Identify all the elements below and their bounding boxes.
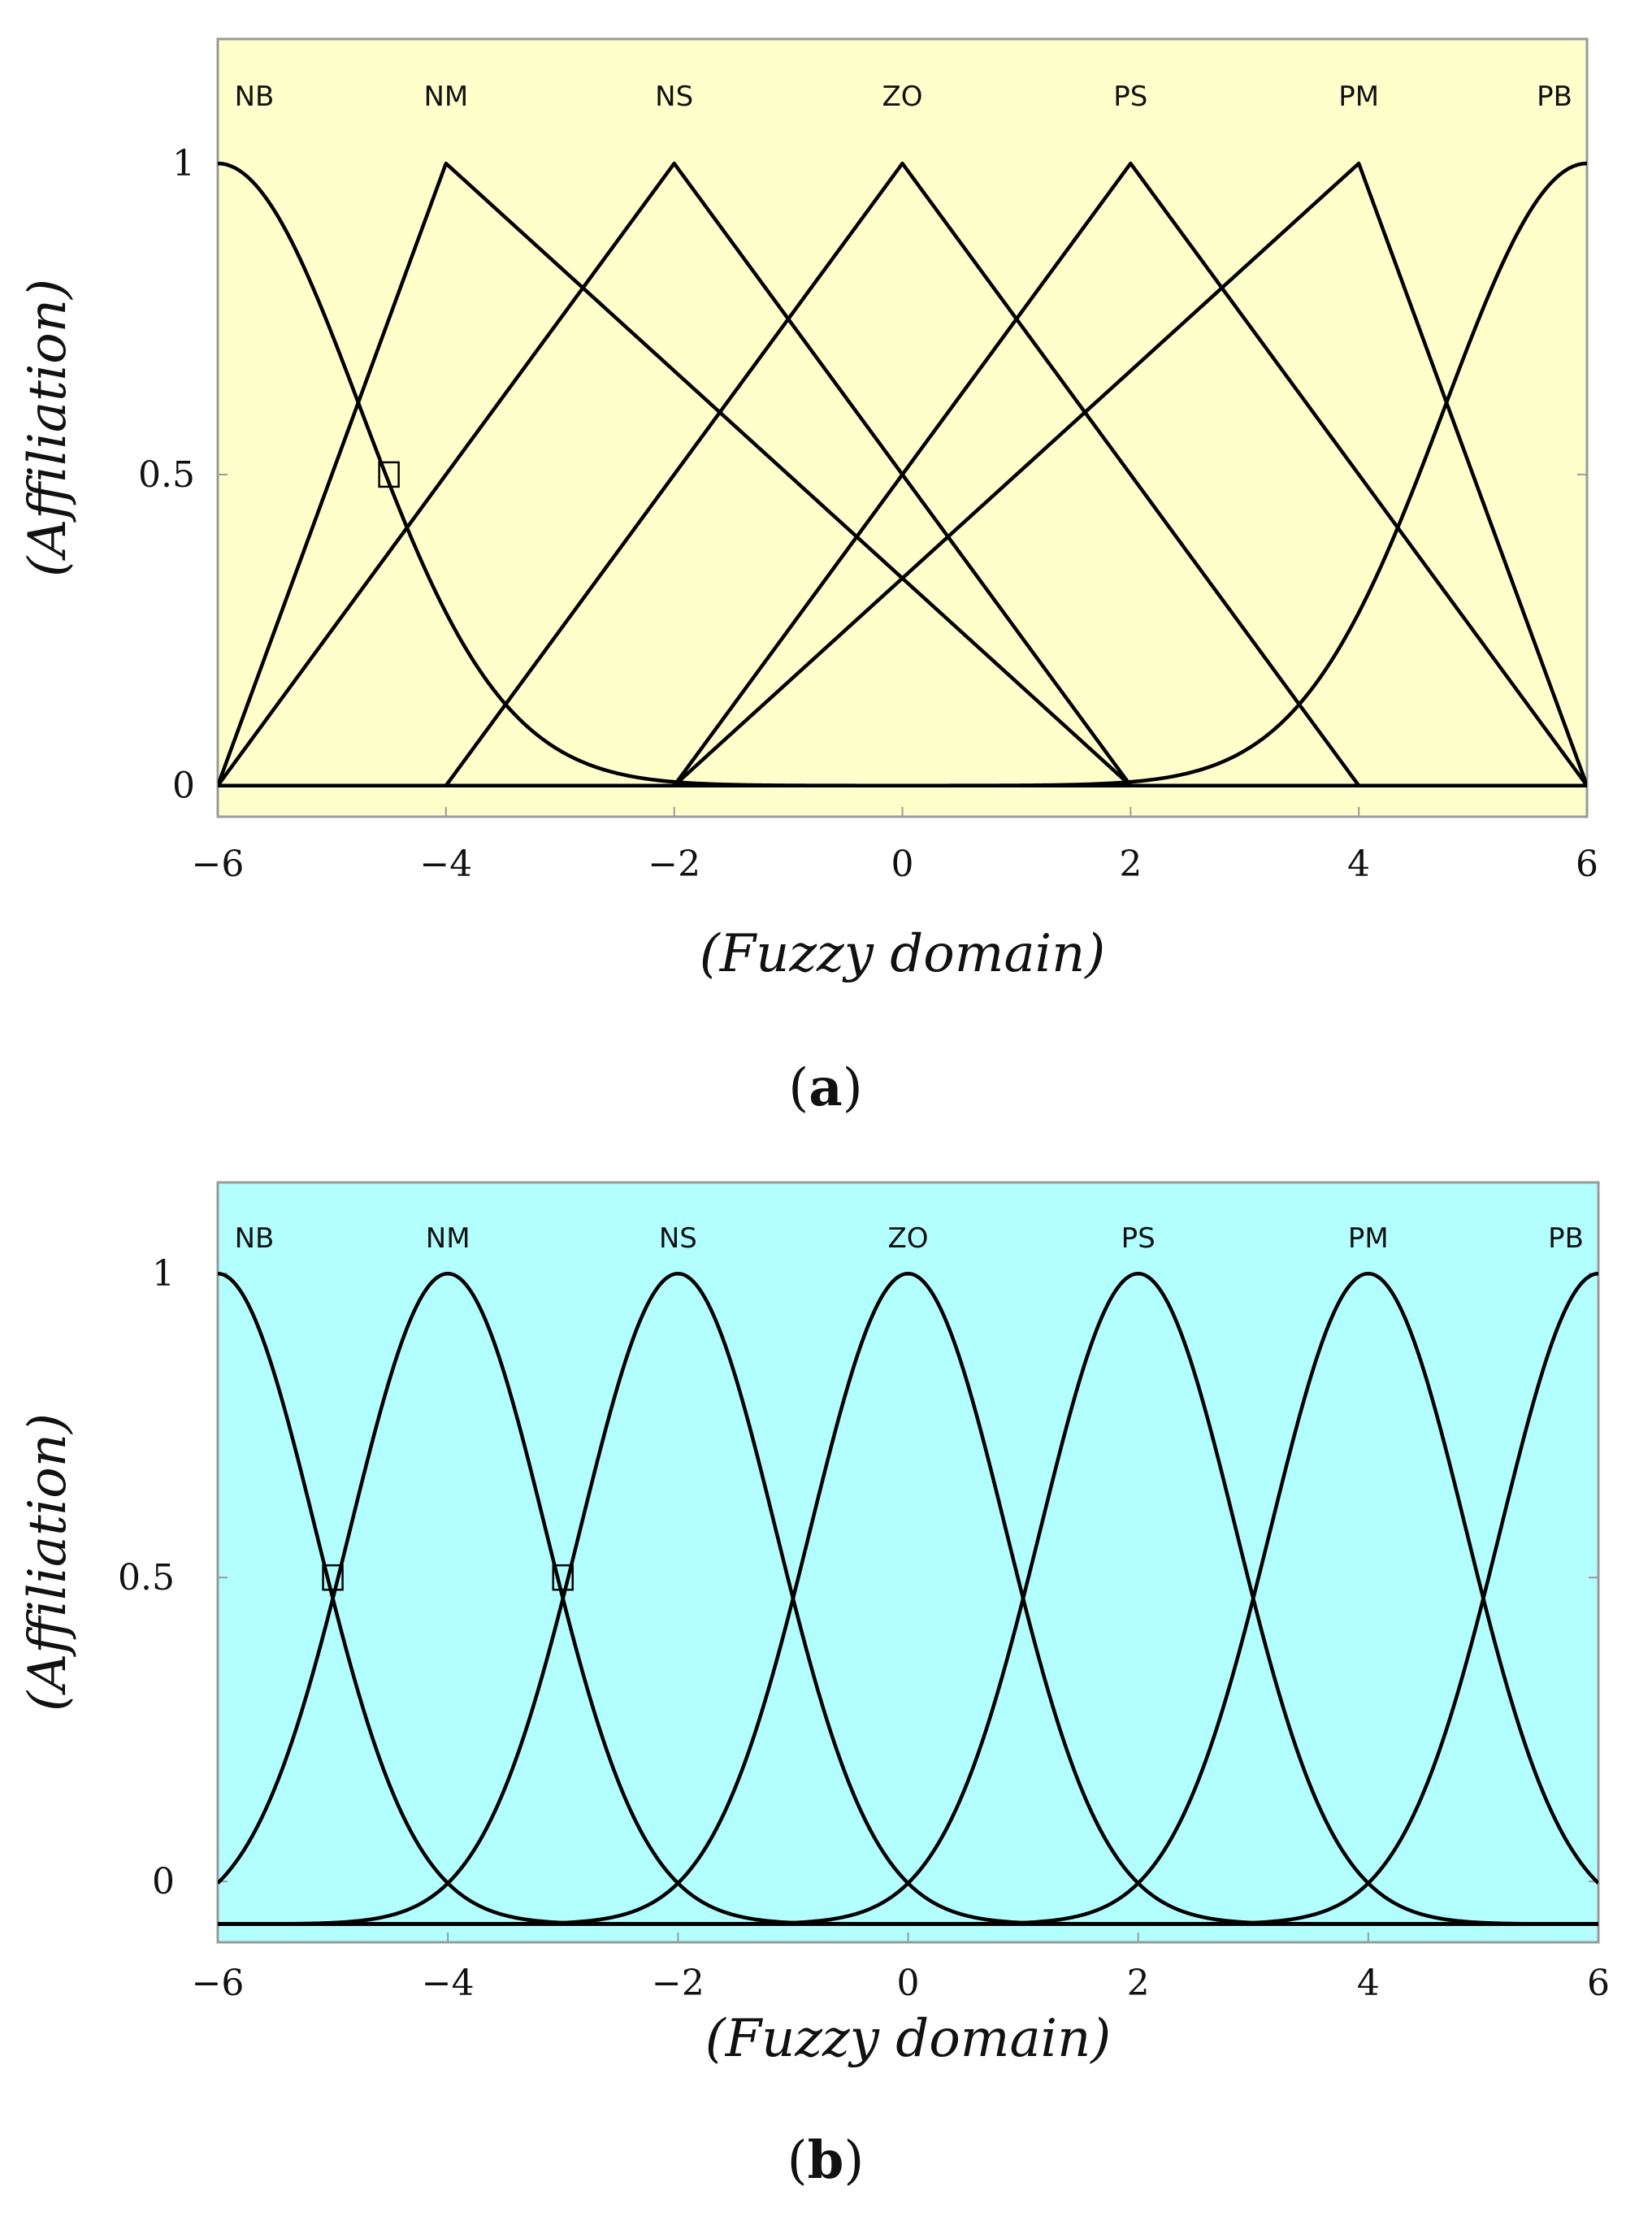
mf-label-ps: PS bbox=[1113, 80, 1147, 113]
x-tick-label: −2 bbox=[652, 1963, 705, 2004]
mf-label-pm: PM bbox=[1338, 80, 1379, 113]
x-tick-label: 4 bbox=[1357, 1963, 1380, 2004]
y-axis-title: (Affiliation) bbox=[18, 1413, 78, 1711]
mf-curve-pb bbox=[218, 161, 1587, 787]
y-tick-label: 1 bbox=[172, 143, 195, 184]
mf-label-pm: PM bbox=[1348, 1222, 1389, 1255]
x-axis-title: (Fuzzy domain) bbox=[700, 924, 1106, 984]
marker-square bbox=[322, 1564, 344, 1591]
mf-label-nm: NM bbox=[423, 80, 468, 113]
mf-curve-pb bbox=[218, 1271, 1598, 1926]
y-tick-label: 0 bbox=[172, 766, 195, 807]
chart-panel-b: 0 0.5 1 −6 −4 −2 0 2 4 6 NB NM NS ZO PS PM PB (Fuzzy doma… bbox=[18, 1181, 1610, 2191]
mf-label-nb: NB bbox=[235, 1222, 275, 1255]
x-tick-label: −6 bbox=[192, 844, 245, 885]
x-tick-label: 6 bbox=[1576, 844, 1598, 885]
y-tick-label: 0.5 bbox=[118, 1557, 175, 1599]
panel-label-b: (b) bbox=[787, 2130, 865, 2191]
x-tick-label: 0 bbox=[891, 844, 914, 885]
mf-label-ps: PS bbox=[1121, 1222, 1156, 1255]
x-axis-title: (Fuzzy domain) bbox=[705, 2009, 1112, 2069]
y-tick-label: 1 bbox=[152, 1253, 175, 1295]
x-tick-label: −6 bbox=[192, 1963, 245, 2004]
x-tick-label: 2 bbox=[1119, 844, 1142, 885]
marker-square bbox=[378, 461, 400, 488]
plot-area bbox=[216, 1181, 1600, 1944]
mf-label-nb: NB bbox=[235, 80, 275, 113]
x-tick-label: 4 bbox=[1347, 844, 1370, 885]
x-tick-label: 6 bbox=[1587, 1963, 1610, 2004]
plot-area bbox=[216, 37, 1589, 818]
x-tick-label: 0 bbox=[897, 1963, 920, 2004]
x-tick-label: −4 bbox=[422, 1963, 475, 2004]
mf-label-ns: NS bbox=[655, 80, 693, 113]
x-tick-label: −2 bbox=[648, 844, 700, 885]
mf-label-zo: ZO bbox=[882, 80, 922, 113]
mf-label-ns: NS bbox=[659, 1222, 697, 1255]
mf-label-pb: PB bbox=[1548, 1222, 1584, 1255]
y-tick-label: 0 bbox=[152, 1861, 175, 1902]
x-tick-label: −4 bbox=[419, 844, 472, 885]
y-axis-title: (Affiliation) bbox=[18, 279, 78, 577]
marker-square bbox=[552, 1564, 574, 1591]
mf-label-pb: PB bbox=[1537, 80, 1572, 113]
y-tick-label: 0.5 bbox=[138, 454, 195, 496]
x-tick-label: 2 bbox=[1127, 1963, 1150, 2004]
mf-label-nm: NM bbox=[426, 1222, 470, 1255]
chart-panel-a: 0 0.5 1 −6 −4 −2 0 2 4 6 NB NM NS ZO PS PM PB (Fuzzy doma… bbox=[18, 37, 1598, 1118]
panel-label-a: (a) bbox=[788, 1057, 862, 1118]
mf-label-zo: ZO bbox=[887, 1222, 928, 1255]
